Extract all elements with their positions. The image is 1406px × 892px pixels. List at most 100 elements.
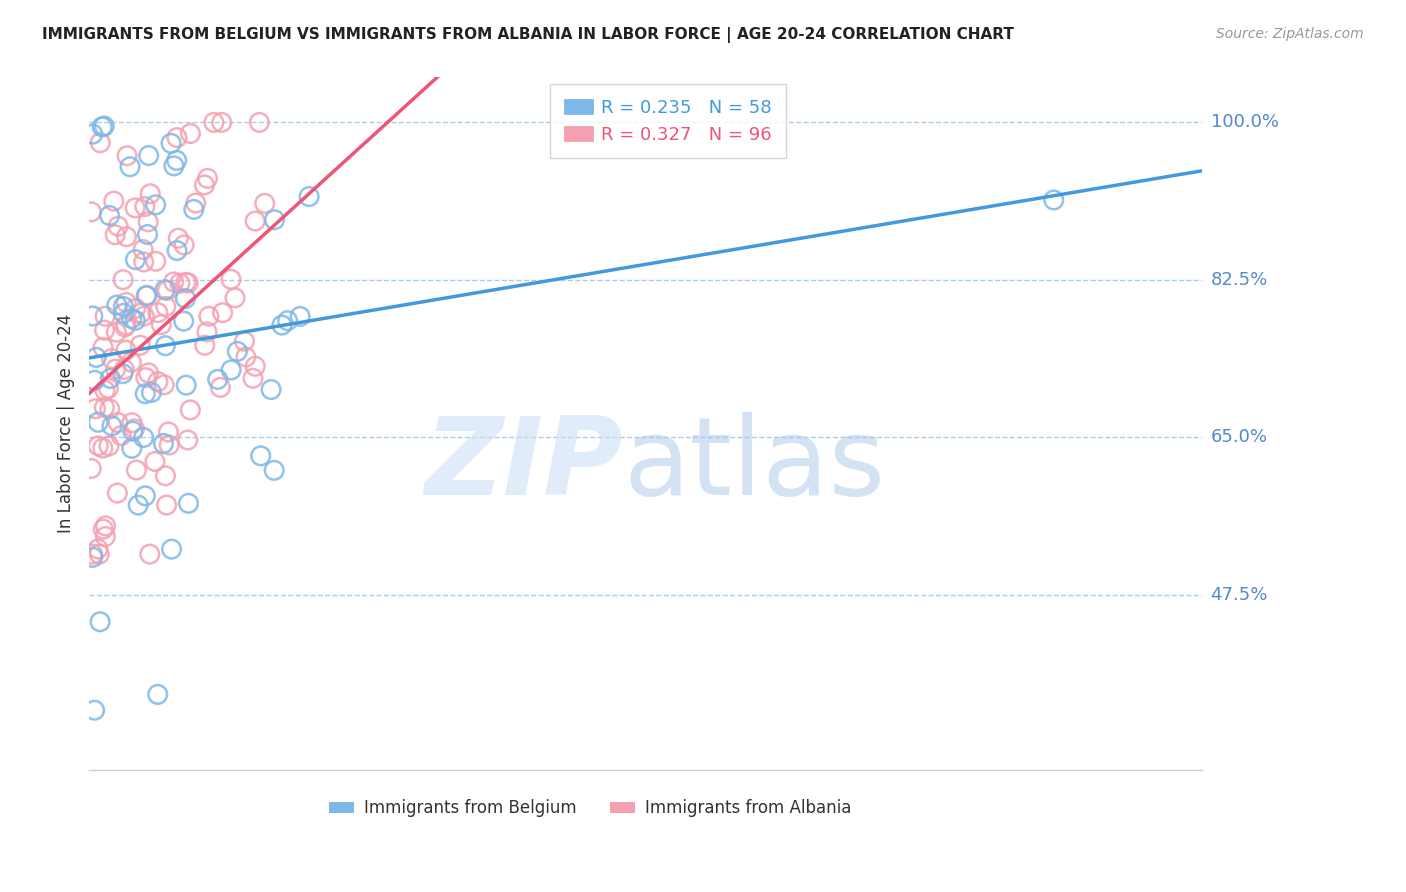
Point [146,375,169,389]
Point [98,402,121,417]
Point [138,366,160,380]
Point [174,276,197,290]
Point [91,120,114,134]
Text: IMMIGRANTS FROM BELGIUM VS IMMIGRANTS FROM ALBANIA IN LABOR FORCE | AGE 20-24 CO: IMMIGRANTS FROM BELGIUM VS IMMIGRANTS FR… [42,27,1014,43]
Point [83,703,105,717]
Point [93,401,115,415]
Point [202,115,225,129]
Point [136,215,159,229]
Point [132,430,155,444]
Text: ZIP: ZIP [425,412,623,518]
Point [121,416,143,430]
Point [94,310,117,324]
Point [124,301,146,316]
Text: Source: ZipAtlas.com: Source: ZipAtlas.com [1216,27,1364,41]
Point [263,463,285,477]
Point [111,367,134,381]
Point [155,339,177,353]
Point [136,288,159,302]
Point [129,338,152,352]
Point [101,418,124,433]
Point [132,255,155,269]
Point [207,372,229,386]
Point [139,547,162,561]
Point [124,313,146,327]
Point [1042,193,1064,207]
Point [195,325,218,339]
Point [93,119,115,133]
Text: 47.5%: 47.5% [1211,586,1268,604]
Point [100,351,122,366]
Point [125,463,148,477]
Point [163,275,186,289]
Point [91,441,114,455]
Point [82,550,104,565]
Point [174,292,197,306]
Point [167,231,190,245]
Point [112,306,135,320]
Point [124,422,146,436]
Point [247,115,270,129]
Point [155,300,177,314]
Point [163,159,186,173]
Point [153,377,176,392]
Point [226,344,249,359]
Point [174,378,197,392]
Point [179,403,201,417]
Point [107,416,129,430]
Point [233,334,256,349]
Point [260,383,283,397]
Point [173,238,195,252]
Point [224,291,246,305]
Point [89,136,111,150]
Point [127,498,149,512]
Point [177,433,200,447]
Point [194,338,217,352]
Point [219,363,242,377]
Point [110,428,132,442]
Point [98,439,121,453]
Point [104,227,127,242]
Point [141,385,163,400]
Point [115,229,138,244]
Point [288,310,311,324]
Point [105,325,128,339]
Legend: Immigrants from Belgium, Immigrants from Albania: Immigrants from Belgium, Immigrants from… [322,793,858,824]
Point [105,298,128,312]
Point [243,214,266,228]
Point [184,196,207,211]
Point [166,130,188,145]
Point [277,313,299,327]
Point [115,343,138,358]
Point [84,401,107,416]
Point [145,198,167,212]
Point [80,205,103,219]
Text: 82.5%: 82.5% [1211,271,1268,289]
Point [104,362,127,376]
Point [87,541,110,556]
Point [80,461,103,475]
Point [124,201,146,215]
Point [253,196,276,211]
Point [112,273,135,287]
Point [263,212,285,227]
Point [197,171,219,186]
Point [134,386,156,401]
Point [249,449,271,463]
Point [121,424,143,438]
Point [129,306,152,320]
Point [211,306,233,320]
Point [145,254,167,268]
Point [152,436,174,450]
Point [118,160,141,174]
Point [139,186,162,201]
Point [121,311,143,326]
Text: 65.0%: 65.0% [1211,428,1268,446]
Point [83,373,105,387]
Point [112,362,135,376]
Point [82,547,104,561]
Text: atlas: atlas [623,412,886,518]
Point [235,350,257,364]
Point [87,439,110,453]
Point [173,314,195,328]
